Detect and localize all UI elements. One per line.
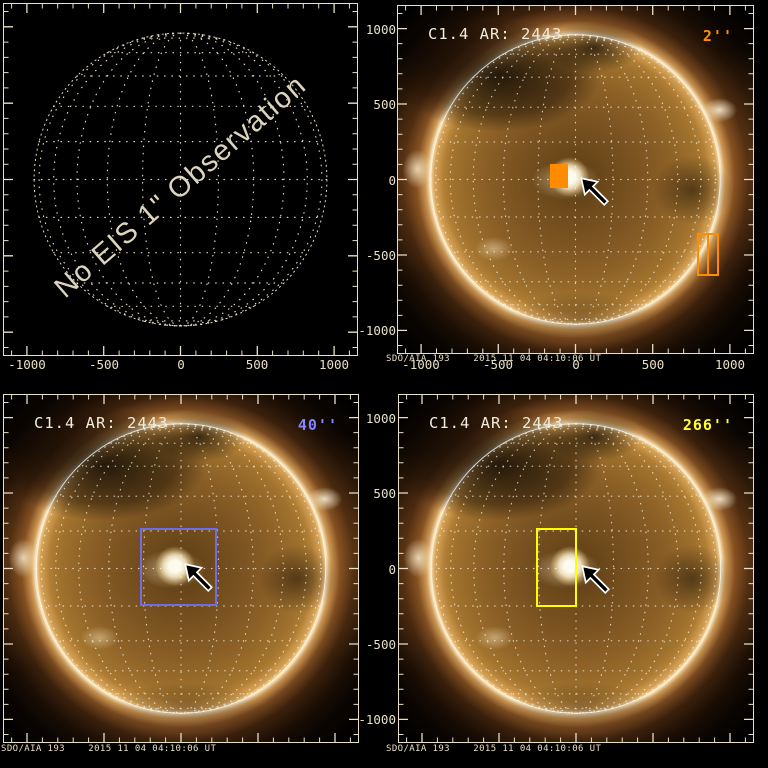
axis-tick-label: 0 (572, 357, 580, 372)
axis-tick-label: 0 (177, 357, 185, 372)
axis-tick-label: 1000 (714, 357, 746, 372)
panel-fov-2: C1.4 AR: 2443 2'' 1000 500 0 -500 -1000 … (358, 0, 768, 384)
pointer-arrow (184, 563, 213, 592)
axis-tick-label: -500 (88, 357, 120, 372)
pointer-arrow (580, 177, 609, 206)
axis-tick-label: 1000 (318, 357, 350, 372)
panel-title: C1.4 AR: 2443 (34, 414, 169, 432)
fov-label: 266'' (682, 416, 733, 434)
eis-slit-box (697, 233, 719, 276)
axis-tick-label: -500 (365, 637, 396, 652)
observation-caption: SDO/AIA 193 2015 11 04 04:10:06 UT (386, 354, 602, 364)
axis-tick-label: 0 (388, 173, 396, 188)
solar-grid (4, 4, 357, 355)
axis-tick-label: 500 (245, 357, 269, 372)
panel-no-observation: No EIS 1" Observation -1000 -500 0 500 1… (0, 0, 384, 384)
axis-tick-label: 1000 (365, 411, 396, 426)
axis-tick-label: -500 (365, 248, 396, 263)
panel-fov-40: C1.4 AR: 2443 40'' SDO/AIA 193 2015 11 0… (0, 384, 384, 768)
plot-frame: C1.4 AR: 2443 40'' (3, 394, 359, 743)
axis-tick-label: 500 (373, 97, 396, 112)
axis-tick-label: -1000 (358, 323, 396, 338)
panel-fov-266: C1.4 AR: 2443 266'' 1000 500 0 -500 -100… (358, 384, 768, 768)
eis-fov-box (536, 528, 577, 607)
observation-caption: SDO/AIA 193 2015 11 04 04:10:06 UT (1, 744, 217, 754)
solar-grid (399, 395, 753, 742)
plot-frame: C1.4 AR: 2443 266'' (398, 394, 754, 743)
axis-tick-label: -500 (482, 357, 514, 372)
eis-fov-box (140, 528, 217, 606)
axis-tick-label: 1000 (365, 22, 396, 37)
observation-caption: SDO/AIA 193 2015 11 04 04:10:06 UT (386, 744, 602, 754)
axis-tick-label: -1000 (8, 357, 46, 372)
fov-label: 40'' (297, 416, 338, 434)
solar-grid (4, 395, 358, 742)
plot-frame: C1.4 AR: 2443 2'' (397, 5, 754, 354)
axis-tick-label: -1000 (402, 357, 440, 372)
fov-label: 2'' (702, 27, 733, 45)
plot-frame: No EIS 1" Observation (3, 3, 358, 356)
axis-tick-label: 0 (388, 562, 396, 577)
eis-target-box (550, 164, 568, 188)
panel-title: C1.4 AR: 2443 (429, 414, 564, 432)
pointer-arrow (581, 565, 610, 594)
axis-tick-label: -1000 (358, 712, 396, 727)
axis-tick-label: 500 (641, 357, 665, 372)
panel-title: C1.4 AR: 2443 (428, 25, 563, 43)
axis-tick-label: 500 (373, 486, 396, 501)
solar-grid (398, 6, 753, 353)
